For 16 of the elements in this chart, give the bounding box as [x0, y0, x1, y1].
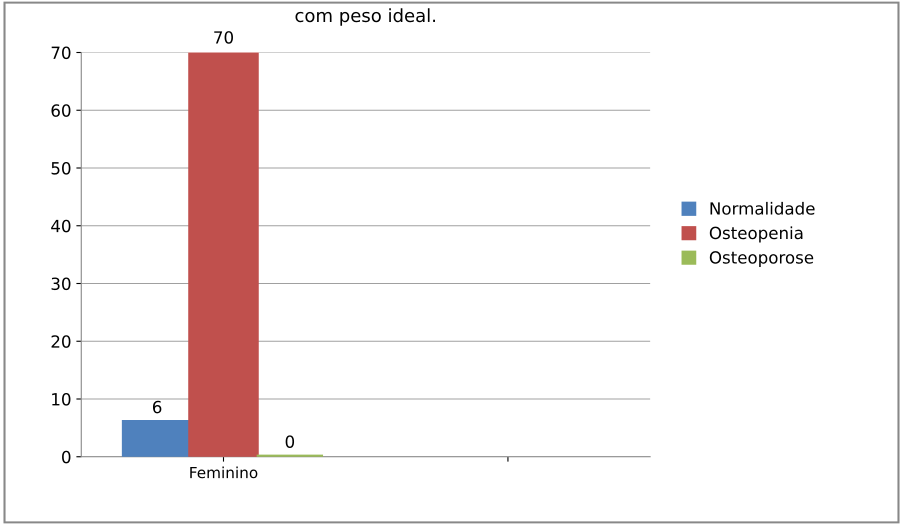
- legend-label: Osteoporose: [710, 251, 814, 267]
- y-tick-label: 60: [52, 104, 70, 117]
- y-tick-label: 70: [52, 46, 70, 60]
- y-tick-label: 0: [62, 450, 70, 464]
- data-label: 0: [286, 435, 294, 448]
- data-label: 6: [152, 400, 162, 414]
- y-tick-label: 40: [51, 220, 70, 232]
- chart-title: com peso ideal.: [295, 8, 435, 26]
- legend-label: Osteopenia: [710, 226, 802, 242]
- y-tick-label: 30: [52, 277, 70, 290]
- y-tick-label: 10: [52, 392, 70, 406]
- y-tick-label: 50: [52, 162, 70, 175]
- x-tick-label: Feminino: [190, 466, 258, 478]
- data-label: 70: [214, 31, 233, 44]
- y-tick-label: 20: [52, 335, 70, 348]
- legend-label: Normalidade: [710, 202, 815, 215]
